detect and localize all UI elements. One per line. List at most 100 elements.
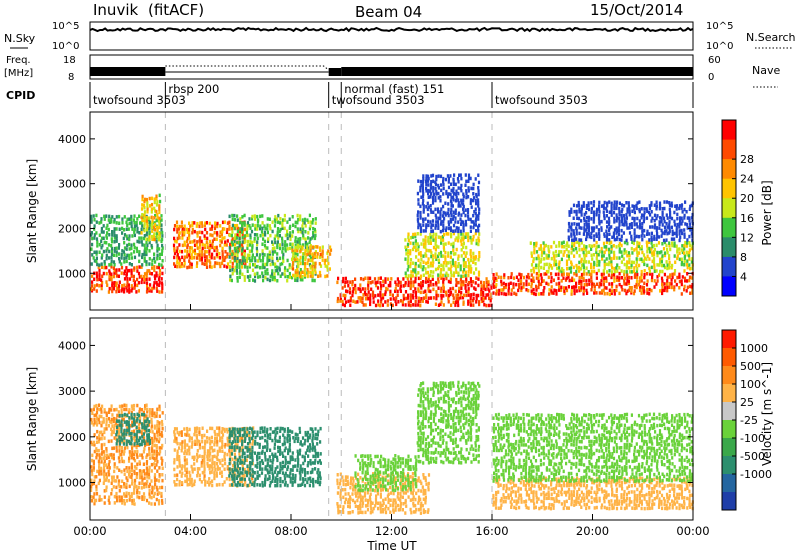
power-cell-700 bbox=[208, 252, 211, 256]
power-cell-2663 bbox=[661, 285, 664, 289]
power-cell-2300 bbox=[467, 195, 470, 199]
velocity-cell-856 bbox=[209, 470, 212, 475]
power-cell-3126 bbox=[690, 260, 693, 264]
power-cell-2971 bbox=[630, 270, 633, 274]
power-cell-17 bbox=[98, 272, 101, 276]
power-cell-454 bbox=[161, 230, 164, 235]
velocity-cell-736 bbox=[183, 458, 186, 462]
velocity-cell-315 bbox=[130, 475, 133, 479]
power-cell-110 bbox=[137, 281, 140, 285]
power-cell-2448 bbox=[542, 289, 545, 293]
power-cell-2985 bbox=[635, 263, 638, 268]
power-cell-1128 bbox=[282, 252, 285, 257]
power-cell-2065 bbox=[419, 189, 422, 193]
power-cell-3316 bbox=[620, 238, 623, 242]
velocity-cell-809 bbox=[198, 454, 201, 458]
power-cell-707 bbox=[208, 221, 211, 226]
power-cell-1221 bbox=[298, 217, 301, 222]
velocity-cell-592 bbox=[115, 419, 119, 423]
velocity-cell-1237 bbox=[261, 467, 264, 471]
power-cell-1612 bbox=[427, 296, 430, 300]
power-cell-1409 bbox=[341, 286, 344, 290]
power-cell-3272 bbox=[607, 222, 611, 226]
power-cell-966 bbox=[251, 245, 254, 250]
power-cell-880 bbox=[235, 265, 239, 269]
velocity-cell-48 bbox=[96, 440, 99, 444]
power-cell-3129 bbox=[691, 244, 694, 248]
velocity-cell-693 bbox=[173, 430, 176, 434]
power-cell-3520 bbox=[683, 228, 686, 232]
velocity-cell-645 bbox=[136, 429, 139, 434]
power-cell-2627 bbox=[637, 283, 640, 287]
power-cell-2051 bbox=[416, 213, 419, 218]
power-cell-2162 bbox=[439, 229, 442, 234]
velocity-cell-1136 bbox=[238, 430, 241, 434]
velocity-cell-435 bbox=[144, 404, 147, 408]
power-cell-771 bbox=[225, 243, 228, 247]
velocity-cell-423 bbox=[143, 447, 146, 451]
power-cell-2187 bbox=[444, 228, 447, 232]
power-cell-1500 bbox=[379, 276, 382, 280]
power-cell-3524 bbox=[683, 207, 686, 212]
power-cell-3516 bbox=[680, 206, 683, 210]
velocity-cell-788 bbox=[194, 442, 197, 446]
velocity-cell-57 bbox=[95, 403, 98, 408]
velocity-cell-27 bbox=[92, 459, 95, 464]
velocity-cell-144 bbox=[107, 462, 110, 467]
power-cell-1578 bbox=[414, 299, 417, 304]
power-cell-1266 bbox=[308, 240, 311, 244]
velocity-cell-521 bbox=[153, 424, 156, 428]
power-cell-531 bbox=[158, 232, 161, 236]
power-cell-1354 bbox=[311, 264, 314, 268]
power-cell-865 bbox=[233, 258, 237, 263]
power-cell-3416 bbox=[650, 201, 653, 205]
velocity-cell-1109 bbox=[233, 430, 236, 435]
power-cell-3203 bbox=[587, 222, 590, 227]
power-cell-2597 bbox=[623, 278, 626, 283]
power-cell-784 bbox=[231, 265, 234, 269]
power-cell-1865 bbox=[429, 261, 432, 265]
power-cell-652 bbox=[198, 256, 201, 260]
velocity-cell-532 bbox=[155, 456, 158, 460]
power-cell-3202 bbox=[587, 225, 591, 229]
power-cell-1785 bbox=[406, 242, 410, 247]
power-cell-3445 bbox=[661, 223, 664, 227]
velocity-cell-864 bbox=[209, 442, 212, 446]
power-cell-2934 bbox=[613, 250, 616, 255]
velocity-cell-527 bbox=[155, 485, 158, 490]
power-cell-1917 bbox=[442, 245, 445, 250]
power-cell-155 bbox=[158, 283, 161, 287]
power-cell-2672 bbox=[666, 285, 669, 289]
velocity-cell-1241 bbox=[261, 449, 264, 454]
velocity-cell-536 bbox=[155, 444, 158, 448]
power-cell-788 bbox=[231, 249, 234, 254]
power-cell-267 bbox=[113, 227, 116, 231]
power-cell-1262 bbox=[309, 256, 312, 261]
power-cell-1433 bbox=[352, 287, 355, 291]
velocity-cell-100 bbox=[103, 489, 106, 493]
power-cell-2687 bbox=[674, 279, 677, 283]
power-cell-1080 bbox=[273, 278, 276, 282]
velocity-cell-272 bbox=[125, 494, 128, 498]
power-cell-2704 bbox=[686, 285, 689, 290]
velocity-cell-735 bbox=[184, 462, 187, 466]
power-cell-1623 bbox=[432, 287, 435, 292]
power-cell-256 bbox=[110, 217, 113, 221]
power-cell-2255 bbox=[457, 201, 460, 205]
power-cell-666 bbox=[201, 249, 204, 254]
power-cell-3270 bbox=[608, 228, 611, 232]
velocity-cell-290 bbox=[128, 498, 131, 502]
power-cell-3511 bbox=[680, 228, 683, 233]
velocity-cell-182 bbox=[112, 446, 116, 450]
power-cell-1320 bbox=[299, 271, 302, 275]
power-cell-3449 bbox=[661, 210, 664, 215]
velocity-cell-317 bbox=[130, 468, 134, 473]
power-cell-2309 bbox=[469, 217, 472, 222]
power-cell-2751 bbox=[543, 262, 546, 267]
velocity-cell-438 bbox=[145, 481, 148, 486]
power-cell-263 bbox=[113, 240, 116, 244]
power-cell-2499 bbox=[573, 291, 576, 296]
power-cell-541 bbox=[174, 264, 177, 268]
power-cell-3249 bbox=[603, 234, 606, 238]
power-cell-3069 bbox=[668, 266, 671, 270]
